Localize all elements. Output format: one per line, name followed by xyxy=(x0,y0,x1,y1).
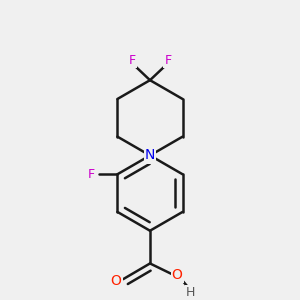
Text: O: O xyxy=(110,274,122,288)
Text: O: O xyxy=(172,268,183,282)
Text: H: H xyxy=(186,286,196,299)
Text: F: F xyxy=(164,54,172,67)
Text: F: F xyxy=(128,54,136,67)
Text: N: N xyxy=(145,148,155,163)
Text: F: F xyxy=(88,168,95,181)
